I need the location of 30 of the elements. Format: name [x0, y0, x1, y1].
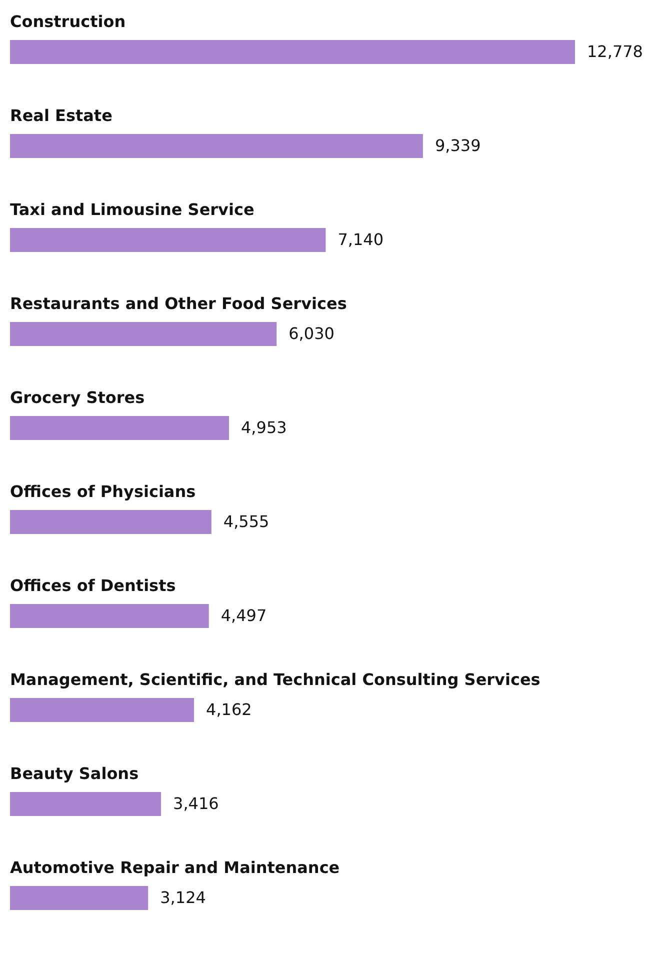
data-label: 4,953 [241, 418, 287, 437]
bar [10, 228, 326, 252]
y-tick-label: Beauty Salons [10, 764, 139, 783]
y-tick-label: Construction [10, 12, 126, 31]
data-label: 7,140 [338, 230, 384, 249]
y-tick-label: Offices of Dentists [10, 576, 176, 595]
bar [10, 416, 230, 440]
bar [10, 510, 212, 534]
data-label: 9,339 [434, 136, 481, 155]
bar [10, 886, 148, 910]
y-tick-label: Grocery Stores [10, 388, 145, 407]
y-tick-label: Management, Scientific, and Technical Consulting Services [10, 670, 540, 689]
y-tick-label: Offices of Physicians [10, 482, 196, 501]
data-label: 4,555 [223, 512, 270, 531]
bar [10, 134, 423, 158]
bar [10, 322, 277, 346]
y-tick-label: Restaurants and Other Food Services [10, 294, 347, 313]
data-label: 4,497 [220, 606, 267, 625]
bar [10, 604, 209, 628]
bar [10, 40, 575, 64]
data-label: 4,162 [206, 700, 252, 719]
data-label: 6,030 [288, 324, 334, 343]
data-label: 3,124 [160, 888, 206, 907]
bar [10, 792, 162, 816]
bar [10, 698, 194, 722]
y-tick-label: Automotive Repair and Maintenance [10, 858, 340, 877]
data-label: 3,416 [173, 794, 219, 813]
y-tick-label: Taxi and Limousine Service [10, 200, 254, 219]
y-tick-label: Real Estate [10, 106, 113, 125]
data-label: 12,778 [587, 42, 643, 61]
